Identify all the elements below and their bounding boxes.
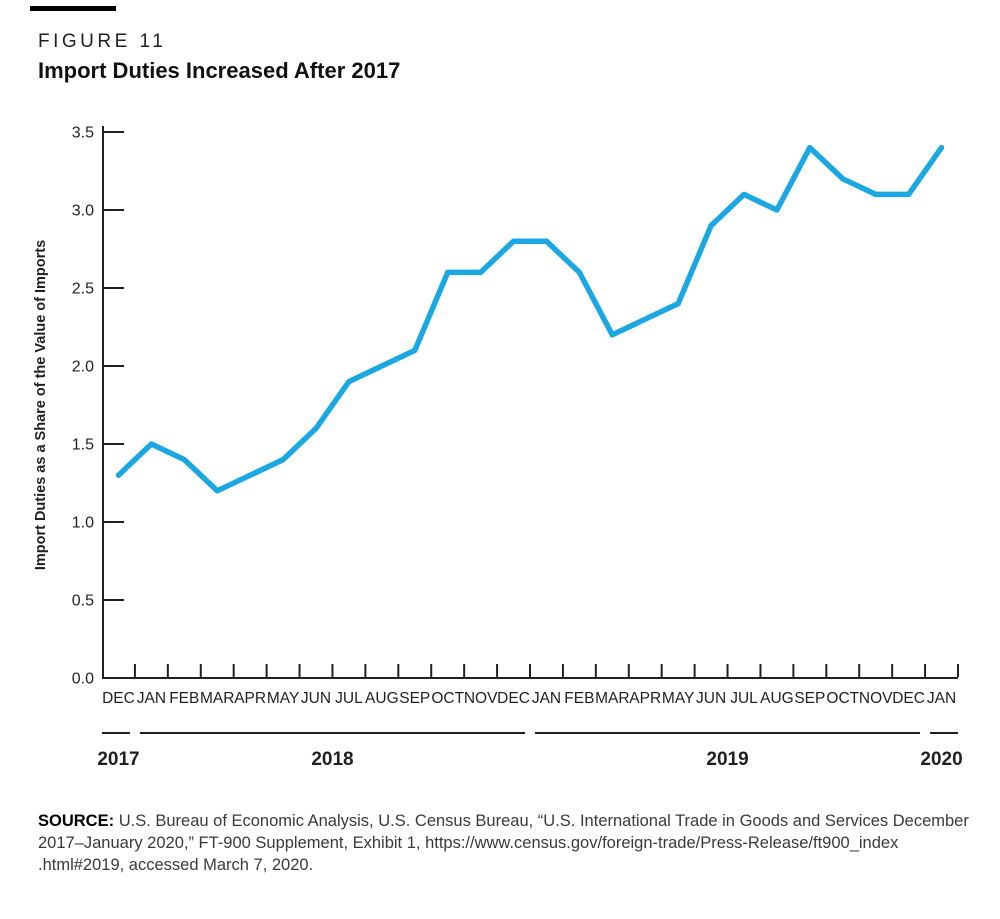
month-label: JAN	[137, 690, 166, 707]
month-label: DEC	[102, 690, 135, 707]
month-label: JAN	[532, 690, 561, 707]
month-label: MAY	[662, 690, 694, 707]
month-label: NOV	[859, 690, 893, 707]
source-line-3: .html#2019, accessed March 7, 2020.	[38, 856, 314, 874]
month-label: APR	[629, 690, 661, 707]
month-label: JUN	[301, 690, 331, 707]
y-axis-title: Import Duties as a Share of the Value of…	[33, 240, 49, 570]
source-line-2: 2017–January 2020,” FT-900 Supplement, E…	[38, 834, 899, 852]
y-tick-label: 2.0	[72, 359, 94, 376]
year-label: 2018	[311, 749, 353, 770]
y-tick-label: 1.5	[72, 437, 94, 454]
y-tick-label: 0.5	[72, 593, 94, 610]
month-label: JUN	[696, 690, 726, 707]
year-label: 2020	[920, 749, 962, 770]
figure-title: Import Duties Increased After 2017	[38, 58, 401, 83]
month-label: DEC	[497, 690, 530, 707]
month-label: APR	[234, 690, 266, 707]
month-label: SEP	[794, 690, 825, 707]
month-label: OCT	[826, 690, 859, 707]
source-label: SOURCE:	[38, 812, 115, 830]
month-label: MAR	[595, 690, 629, 707]
month-label: AUG	[365, 690, 399, 707]
y-tick-label: 2.5	[72, 281, 94, 298]
y-tick-label: 3.5	[72, 125, 94, 142]
data-line	[115, 144, 945, 494]
year-label: 2017	[97, 749, 139, 770]
header-rule	[30, 6, 116, 11]
month-label: JAN	[927, 690, 956, 707]
month-label: DEC	[892, 690, 925, 707]
y-tick-label: 0.0	[72, 671, 94, 688]
source-note: SOURCE: U.S. Bureau of Economic Analysis…	[38, 810, 978, 876]
month-label: JUL	[730, 690, 758, 707]
month-label: MAY	[267, 690, 299, 707]
y-tick-label: 1.0	[72, 515, 94, 532]
month-label: FEB	[564, 690, 594, 707]
source-line-1: U.S. Bureau of Economic Analysis, U.S. C…	[118, 812, 969, 830]
month-label: AUG	[760, 690, 794, 707]
month-label: SEP	[399, 690, 430, 707]
month-label: MAR	[200, 690, 234, 707]
month-label: JUL	[335, 690, 363, 707]
year-label: 2019	[706, 749, 748, 770]
figure-label: FIGURE 11	[38, 31, 167, 52]
month-label: FEB	[169, 690, 199, 707]
y-tick-label: 3.0	[72, 203, 94, 220]
month-label: NOV	[464, 690, 498, 707]
month-label: OCT	[431, 690, 464, 707]
